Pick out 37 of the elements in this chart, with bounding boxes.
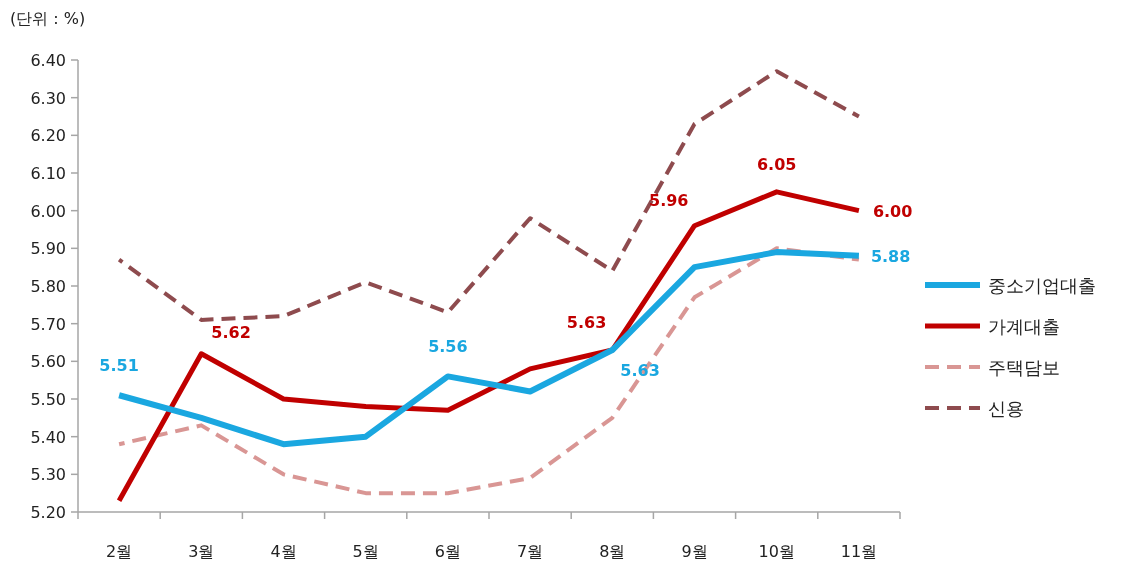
y-tick-label: 5.60 xyxy=(30,352,66,372)
data-label: 6.05 xyxy=(756,154,797,174)
data-label: 5.63 xyxy=(566,313,607,333)
legend-label: 가계대출 xyxy=(988,316,1060,337)
y-tick-label: 5.40 xyxy=(30,427,66,447)
data-label: 5.56 xyxy=(428,337,468,357)
data-label: 6.00 xyxy=(872,201,913,221)
y-tick-label: 5.70 xyxy=(30,314,66,334)
y-tick-label: 6.20 xyxy=(30,126,66,146)
x-tick-label: 6월 xyxy=(434,542,461,561)
x-tick-label: 11월 xyxy=(840,542,878,561)
x-tick-label: 2월 xyxy=(106,542,133,561)
x-tick-label: 3월 xyxy=(188,542,215,561)
data-label: 5.51 xyxy=(99,356,139,376)
data-label: 5.96 xyxy=(649,190,689,210)
y-tick-label: 5.90 xyxy=(30,239,66,259)
y-tick-label: 6.00 xyxy=(30,201,66,221)
x-tick-label: 10월 xyxy=(758,542,795,561)
legend-label: 신용 xyxy=(988,398,1024,419)
data-label: 5.63 xyxy=(620,361,660,381)
y-tick-label: 5.20 xyxy=(30,503,66,522)
data-label: 5.88 xyxy=(870,246,911,266)
y-tick-label: 6.30 xyxy=(30,88,66,108)
y-axis-title: (단위 : %) xyxy=(10,9,86,28)
x-tick-label: 5월 xyxy=(352,542,379,561)
legend-label: 주택담보 xyxy=(988,357,1060,378)
x-tick-label: 8월 xyxy=(599,542,626,561)
x-tick-label: 9월 xyxy=(681,542,708,561)
y-tick-label: 5.80 xyxy=(30,277,66,296)
legend-label: 중소기업대출 xyxy=(988,275,1096,296)
y-tick-label: 5.30 xyxy=(30,465,66,485)
x-tick-label: 4월 xyxy=(270,542,297,561)
x-tick-label: 7월 xyxy=(517,542,544,561)
data-label: 5.62 xyxy=(211,322,251,342)
y-tick-label: 6.10 xyxy=(30,164,66,183)
y-tick-label: 6.40 xyxy=(30,51,66,70)
y-tick-label: 5.50 xyxy=(30,390,66,409)
